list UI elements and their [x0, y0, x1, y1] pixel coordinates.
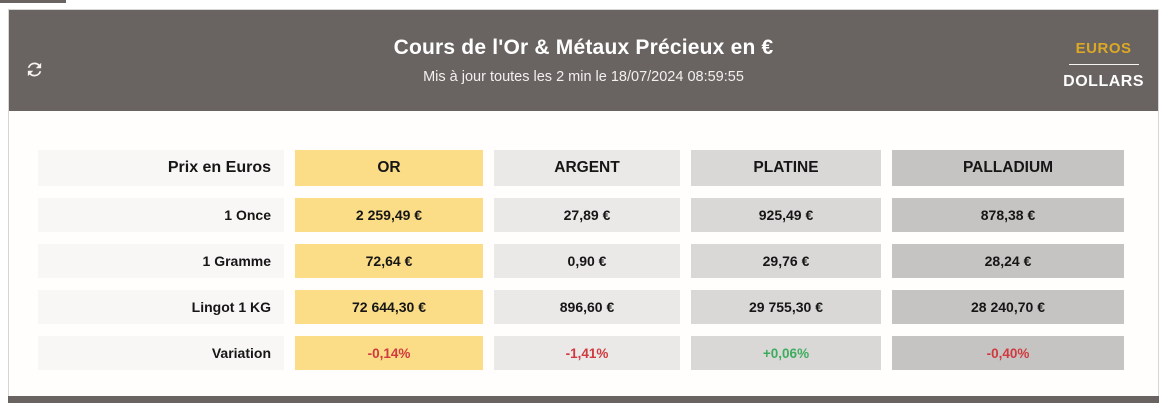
page-title: Cours de l'Or & Métaux Précieux en € [393, 36, 774, 59]
variation-argent: -1,41% [494, 336, 680, 370]
column-header-palladium: PALLADIUM [892, 150, 1124, 186]
currency-option-dollars[interactable]: DOLLARS [1063, 73, 1144, 90]
price-platine-once: 925,49 € [691, 198, 881, 232]
gold-price-widget: Cours de l'Or & Métaux Précieux en € Mis… [8, 9, 1159, 403]
price-palladium-lingot: 28 240,70 € [892, 290, 1124, 324]
price-platine-lingot: 29 755,30 € [691, 290, 881, 324]
price-table-container: Prix en Euros OR ARGENT PLATINE PALLADIU… [9, 111, 1158, 370]
row-label-lingot: Lingot 1 KG [38, 290, 284, 324]
price-palladium-gramme: 28,24 € [892, 244, 1124, 278]
top-edge-line [0, 0, 66, 3]
row-label-variation: Variation [38, 336, 284, 370]
price-table: Prix en Euros OR ARGENT PLATINE PALLADIU… [38, 150, 1158, 370]
column-header-argent: ARGENT [494, 150, 680, 186]
widget-header: Cours de l'Or & Métaux Précieux en € Mis… [9, 10, 1158, 111]
price-or-once: 2 259,49 € [295, 198, 483, 232]
column-header-or: OR [295, 150, 483, 186]
currency-toggle-divider [1068, 64, 1139, 65]
currency-option-euros[interactable]: EUROS [1075, 40, 1132, 57]
update-status-text: Mis à jour toutes les 2 min le 18/07/202… [423, 69, 744, 85]
price-or-gramme: 72,64 € [295, 244, 483, 278]
row-label-once: 1 Once [38, 198, 284, 232]
variation-platine: +0,06% [691, 336, 881, 370]
price-or-lingot: 72 644,30 € [295, 290, 483, 324]
header-titles: Cours de l'Or & Métaux Précieux en € Mis… [9, 10, 1158, 111]
price-argent-gramme: 0,90 € [494, 244, 680, 278]
price-platine-gramme: 29,76 € [691, 244, 881, 278]
currency-toggle: EUROS DOLLARS [1063, 40, 1144, 91]
table-corner-label: Prix en Euros [38, 150, 284, 186]
price-palladium-once: 878,38 € [892, 198, 1124, 232]
refresh-button[interactable] [22, 59, 46, 83]
price-argent-once: 27,89 € [494, 198, 680, 232]
variation-or: -0,14% [295, 336, 483, 370]
column-header-platine: PLATINE [691, 150, 881, 186]
price-argent-lingot: 896,60 € [494, 290, 680, 324]
row-label-gramme: 1 Gramme [38, 244, 284, 278]
variation-palladium: -0,40% [892, 336, 1124, 370]
refresh-icon [24, 62, 45, 83]
widget-footer-strip [8, 396, 1159, 403]
